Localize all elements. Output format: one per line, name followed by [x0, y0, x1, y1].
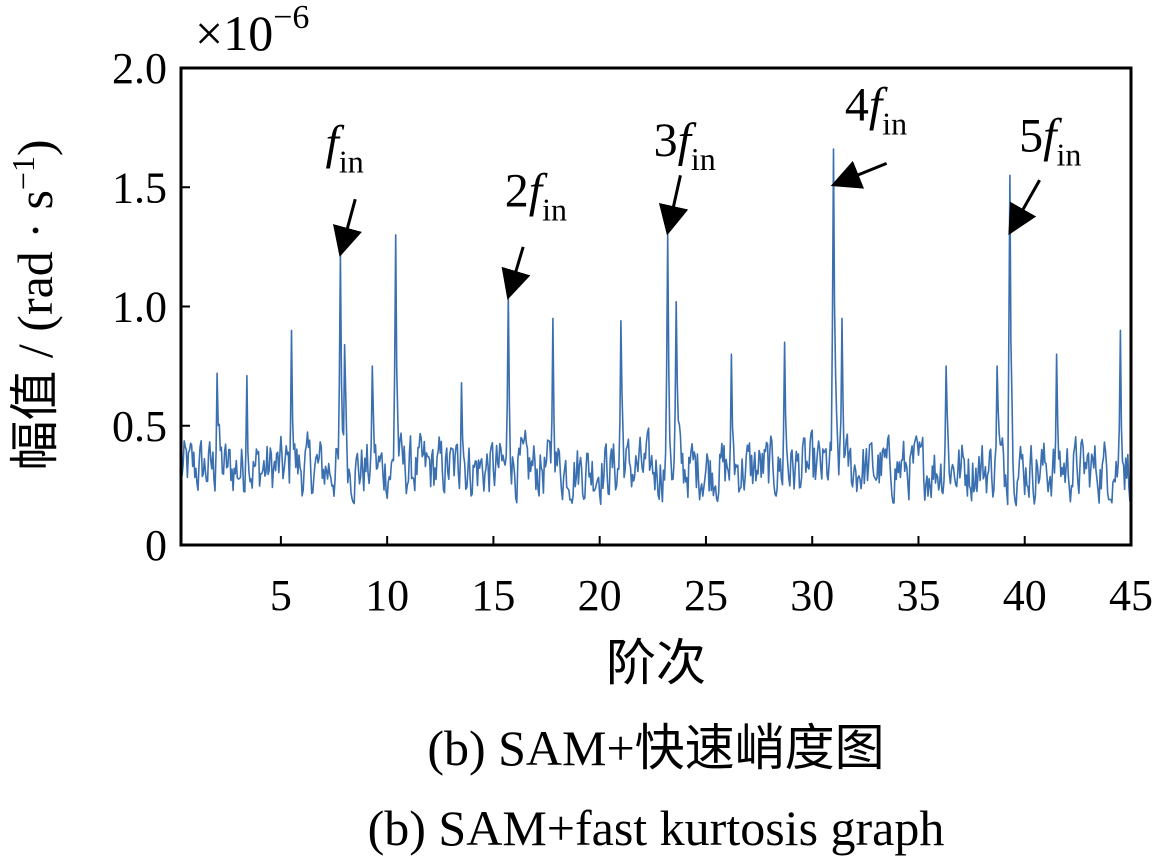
peak-annotation-subscript: in: [339, 144, 364, 180]
y-tick-label: 1.5: [112, 163, 167, 212]
x-tick-label: 25: [684, 571, 728, 620]
peak-annotation-multiple: 5: [1019, 109, 1043, 162]
x-tick-label: 20: [578, 571, 622, 620]
y-axis-title-sup: −1: [5, 156, 41, 190]
y-tick-label: 0: [145, 521, 167, 570]
peak-annotation-subscript: in: [1056, 136, 1081, 172]
peak-annotation-subscript: in: [882, 105, 907, 141]
x-tick-label: 5: [270, 571, 292, 620]
peak-annotation-label: fin: [326, 117, 364, 180]
peak-annotation-subscript: in: [542, 191, 567, 227]
caption-chinese: (b) SAM+快速峭度图: [427, 720, 884, 776]
y-axis-title-close: ): [7, 139, 63, 156]
y-tick-label: 2.0: [112, 44, 167, 93]
peak-annotation-label: 2fin: [505, 164, 567, 227]
annotations: fin 2fin 3fin 4fin 5fin: [326, 78, 1081, 300]
peak-annotation-multiple: 4: [845, 78, 869, 131]
scale-factor-base: ×10: [195, 5, 273, 61]
scale-factor-label: ×10−6: [195, 0, 309, 61]
peak-annotation-multiple: 3: [654, 114, 678, 167]
series-line: [180, 148, 1132, 507]
peak-annotation-arrow: [501, 246, 531, 300]
x-tick-label: 10: [365, 571, 409, 620]
x-tick-label: 40: [1003, 571, 1047, 620]
peak-annotation-arrow: [658, 174, 689, 236]
peak-annotation-multiple: 2: [505, 164, 529, 217]
peak-annotation-label: 3fin: [654, 114, 716, 177]
y-tick-label: 0.5: [112, 402, 167, 451]
x-tick-label: 45: [1109, 571, 1153, 620]
peak-annotation-arrow: [1008, 179, 1041, 236]
x-tick-label: 15: [471, 571, 515, 620]
peak-annotation-label: 4fin: [845, 78, 907, 141]
y-axis-title: 幅值 / (rad · s−1): [5, 139, 63, 470]
x-tick-label: 35: [896, 571, 940, 620]
scale-factor-exponent: −6: [273, 0, 309, 36]
caption-english: (b) SAM+fast kurtosis graph: [368, 800, 945, 856]
peak-annotation-arrow: [332, 198, 362, 257]
peak-annotation-label: 5fin: [1019, 109, 1081, 172]
y-axis-title-main: 幅值 / (rad · s: [7, 190, 63, 471]
x-tick-label: 30: [790, 571, 834, 620]
x-axis-title: 阶次: [606, 635, 706, 691]
peak-annotation-arrow: [830, 160, 888, 189]
y-tick-label: 1.0: [112, 283, 167, 332]
peak-annotation-subscript: in: [691, 141, 716, 177]
